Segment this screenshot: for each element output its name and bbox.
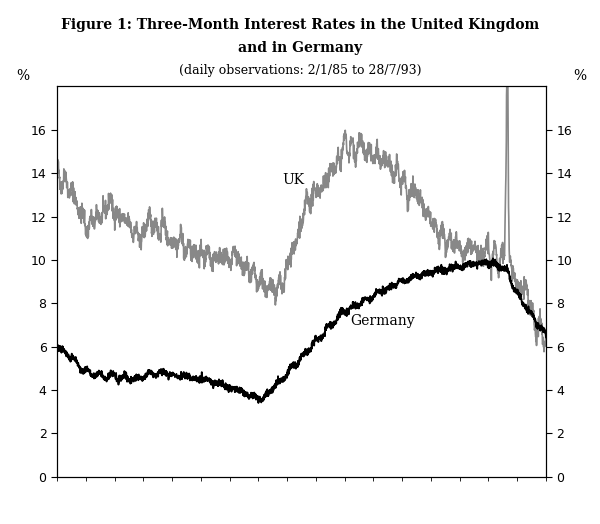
Text: %: % [574, 69, 587, 83]
Text: Germany: Germany [350, 314, 415, 328]
Text: (daily observations: 2/1/85 to 28/7/93): (daily observations: 2/1/85 to 28/7/93) [179, 64, 421, 77]
Text: Figure 1: Three-Month Interest Rates in the United Kingdom: Figure 1: Three-Month Interest Rates in … [61, 18, 539, 32]
Text: and in Germany: and in Germany [238, 41, 362, 55]
Text: %: % [16, 69, 29, 83]
Text: UK: UK [282, 173, 304, 187]
